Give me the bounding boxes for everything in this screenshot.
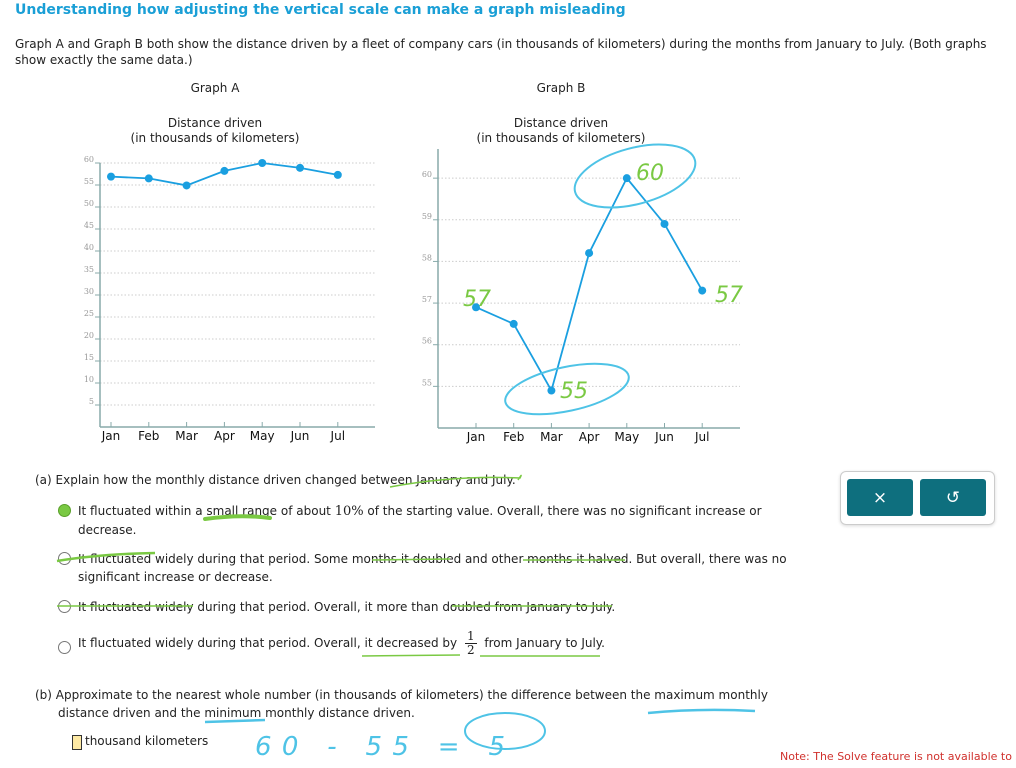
y-tick-label: 10	[84, 375, 94, 384]
data-point	[585, 249, 594, 258]
x-tick-label: May	[250, 429, 275, 443]
y-tick-label: 55	[422, 378, 432, 387]
y-tick-label: 30	[84, 287, 94, 296]
y-tick-label: 5	[89, 397, 94, 406]
x-tick-label: Mar	[540, 430, 563, 444]
y-tick-label: 40	[84, 243, 94, 252]
answer-input[interactable]	[72, 735, 82, 750]
intro-text: Graph A and Graph B both show the distan…	[15, 37, 987, 67]
data-point	[547, 386, 556, 395]
radio[interactable]	[58, 600, 71, 613]
y-tick-label: 25	[84, 309, 94, 318]
option-1-math: 10%	[334, 504, 364, 519]
y-tick-label: 20	[84, 331, 94, 340]
data-point	[258, 159, 267, 167]
option-4-text: It fluctuated widely during that period.…	[78, 636, 461, 650]
data-line	[475, 176, 703, 393]
x-tick-label: Jun	[654, 430, 674, 444]
option-1-text: It fluctuated within a small range of ab…	[78, 504, 335, 518]
graph-b-ylabel-line1: Distance driven	[513, 116, 609, 130]
y-tick-label: 60	[422, 170, 432, 179]
note-text: Note: The Solve feature is not available…	[780, 750, 1016, 763]
reset-button[interactable]: ↺	[920, 479, 986, 516]
data-point	[296, 163, 304, 172]
x-tick-label: May	[614, 430, 639, 444]
denominator: 2	[466, 643, 475, 657]
data-point	[509, 319, 518, 328]
data-point	[144, 174, 153, 183]
data-point	[472, 303, 480, 312]
y-tick-label: 58	[422, 253, 432, 262]
part-a-question: (a) Explain how the monthly distance dri…	[35, 473, 516, 487]
y-tick-label: 15	[84, 353, 94, 362]
page-title: Understanding how adjusting the vertical…	[15, 2, 626, 18]
close-icon: ×	[872, 487, 888, 508]
close-button[interactable]: ×	[847, 479, 913, 516]
radio[interactable]	[58, 641, 71, 654]
option-4[interactable]: It fluctuated widely during that period.…	[58, 630, 798, 657]
graph-a: 5 10 15 20 25 30 35 40 45 50 55 60 Jan Feb Mar Apr May Ju…	[84, 155, 375, 443]
data-point	[107, 172, 115, 181]
option-3[interactable]: It fluctuated widely during that period.…	[58, 598, 798, 616]
y-tick-label: 35	[84, 265, 94, 274]
graph-a-title: Graph A	[190, 81, 240, 95]
y-tick-label: 55	[84, 177, 94, 186]
x-tick-label: Feb	[138, 429, 159, 443]
x-tick-label: Feb	[503, 430, 524, 444]
data-point	[698, 286, 707, 295]
data-point	[660, 219, 669, 228]
radio[interactable]	[58, 552, 71, 565]
y-tick-label: 60	[84, 155, 94, 164]
y-tick-label: 56	[422, 337, 432, 346]
option-2-text: It fluctuated widely during that period.…	[78, 552, 787, 584]
data-point	[220, 166, 229, 175]
annotation-work: 60 - 55 = 5	[255, 732, 505, 762]
graph-b-ylabel: Distance driven (in thousands of kilomet…	[431, 116, 691, 146]
option-1-text-end: of the starting value. Overall, there wa…	[78, 504, 762, 537]
x-tick-label: Jan	[101, 429, 121, 443]
numerator: 1	[464, 629, 477, 644]
x-tick-label: Mar	[175, 429, 198, 443]
x-tick-label: Jul	[694, 430, 709, 444]
data-point	[333, 170, 342, 179]
graph-a-ylabel: Distance driven (in thousands of kilomet…	[85, 116, 345, 146]
y-tick-label: 45	[84, 221, 94, 230]
option-2[interactable]: It fluctuated widely during that period.…	[58, 550, 798, 586]
x-tick-label: Jan	[466, 430, 486, 444]
graph-b-ylabel-line2: (in thousands of kilometers)	[476, 131, 646, 145]
graph-b: 55 56 57 58 59 60 Jan Feb Mar Apr May Jun Jul	[422, 149, 740, 444]
data-point	[622, 174, 631, 183]
y-tick-label: 59	[422, 212, 432, 221]
option-1[interactable]: It fluctuated within a small range of ab…	[58, 502, 798, 539]
part-b-question: (b) Approximate to the nearest whole num…	[35, 688, 768, 720]
option-3-text: It fluctuated widely during that period.…	[78, 600, 616, 614]
graph-a-ylabel-line2: (in thousands of kilometers)	[130, 131, 300, 145]
y-tick-label: 50	[84, 199, 94, 208]
x-tick-label: Jul	[330, 429, 345, 443]
undo-icon: ↺	[945, 487, 961, 508]
x-tick-label: Apr	[579, 430, 600, 444]
action-panel: × ↺	[840, 471, 995, 525]
graph-a-ylabel-line1: Distance driven	[167, 116, 263, 130]
x-tick-label: Apr	[214, 429, 235, 443]
unit-label: thousand kilometers	[85, 734, 209, 748]
x-tick-label: Jun	[290, 429, 310, 443]
radio-selected[interactable]	[58, 504, 71, 517]
option-4-text-end: from January to July.	[480, 636, 605, 650]
graph-b-title: Graph B	[536, 81, 586, 95]
y-tick-label: 57	[422, 295, 432, 304]
data-point	[182, 181, 191, 190]
